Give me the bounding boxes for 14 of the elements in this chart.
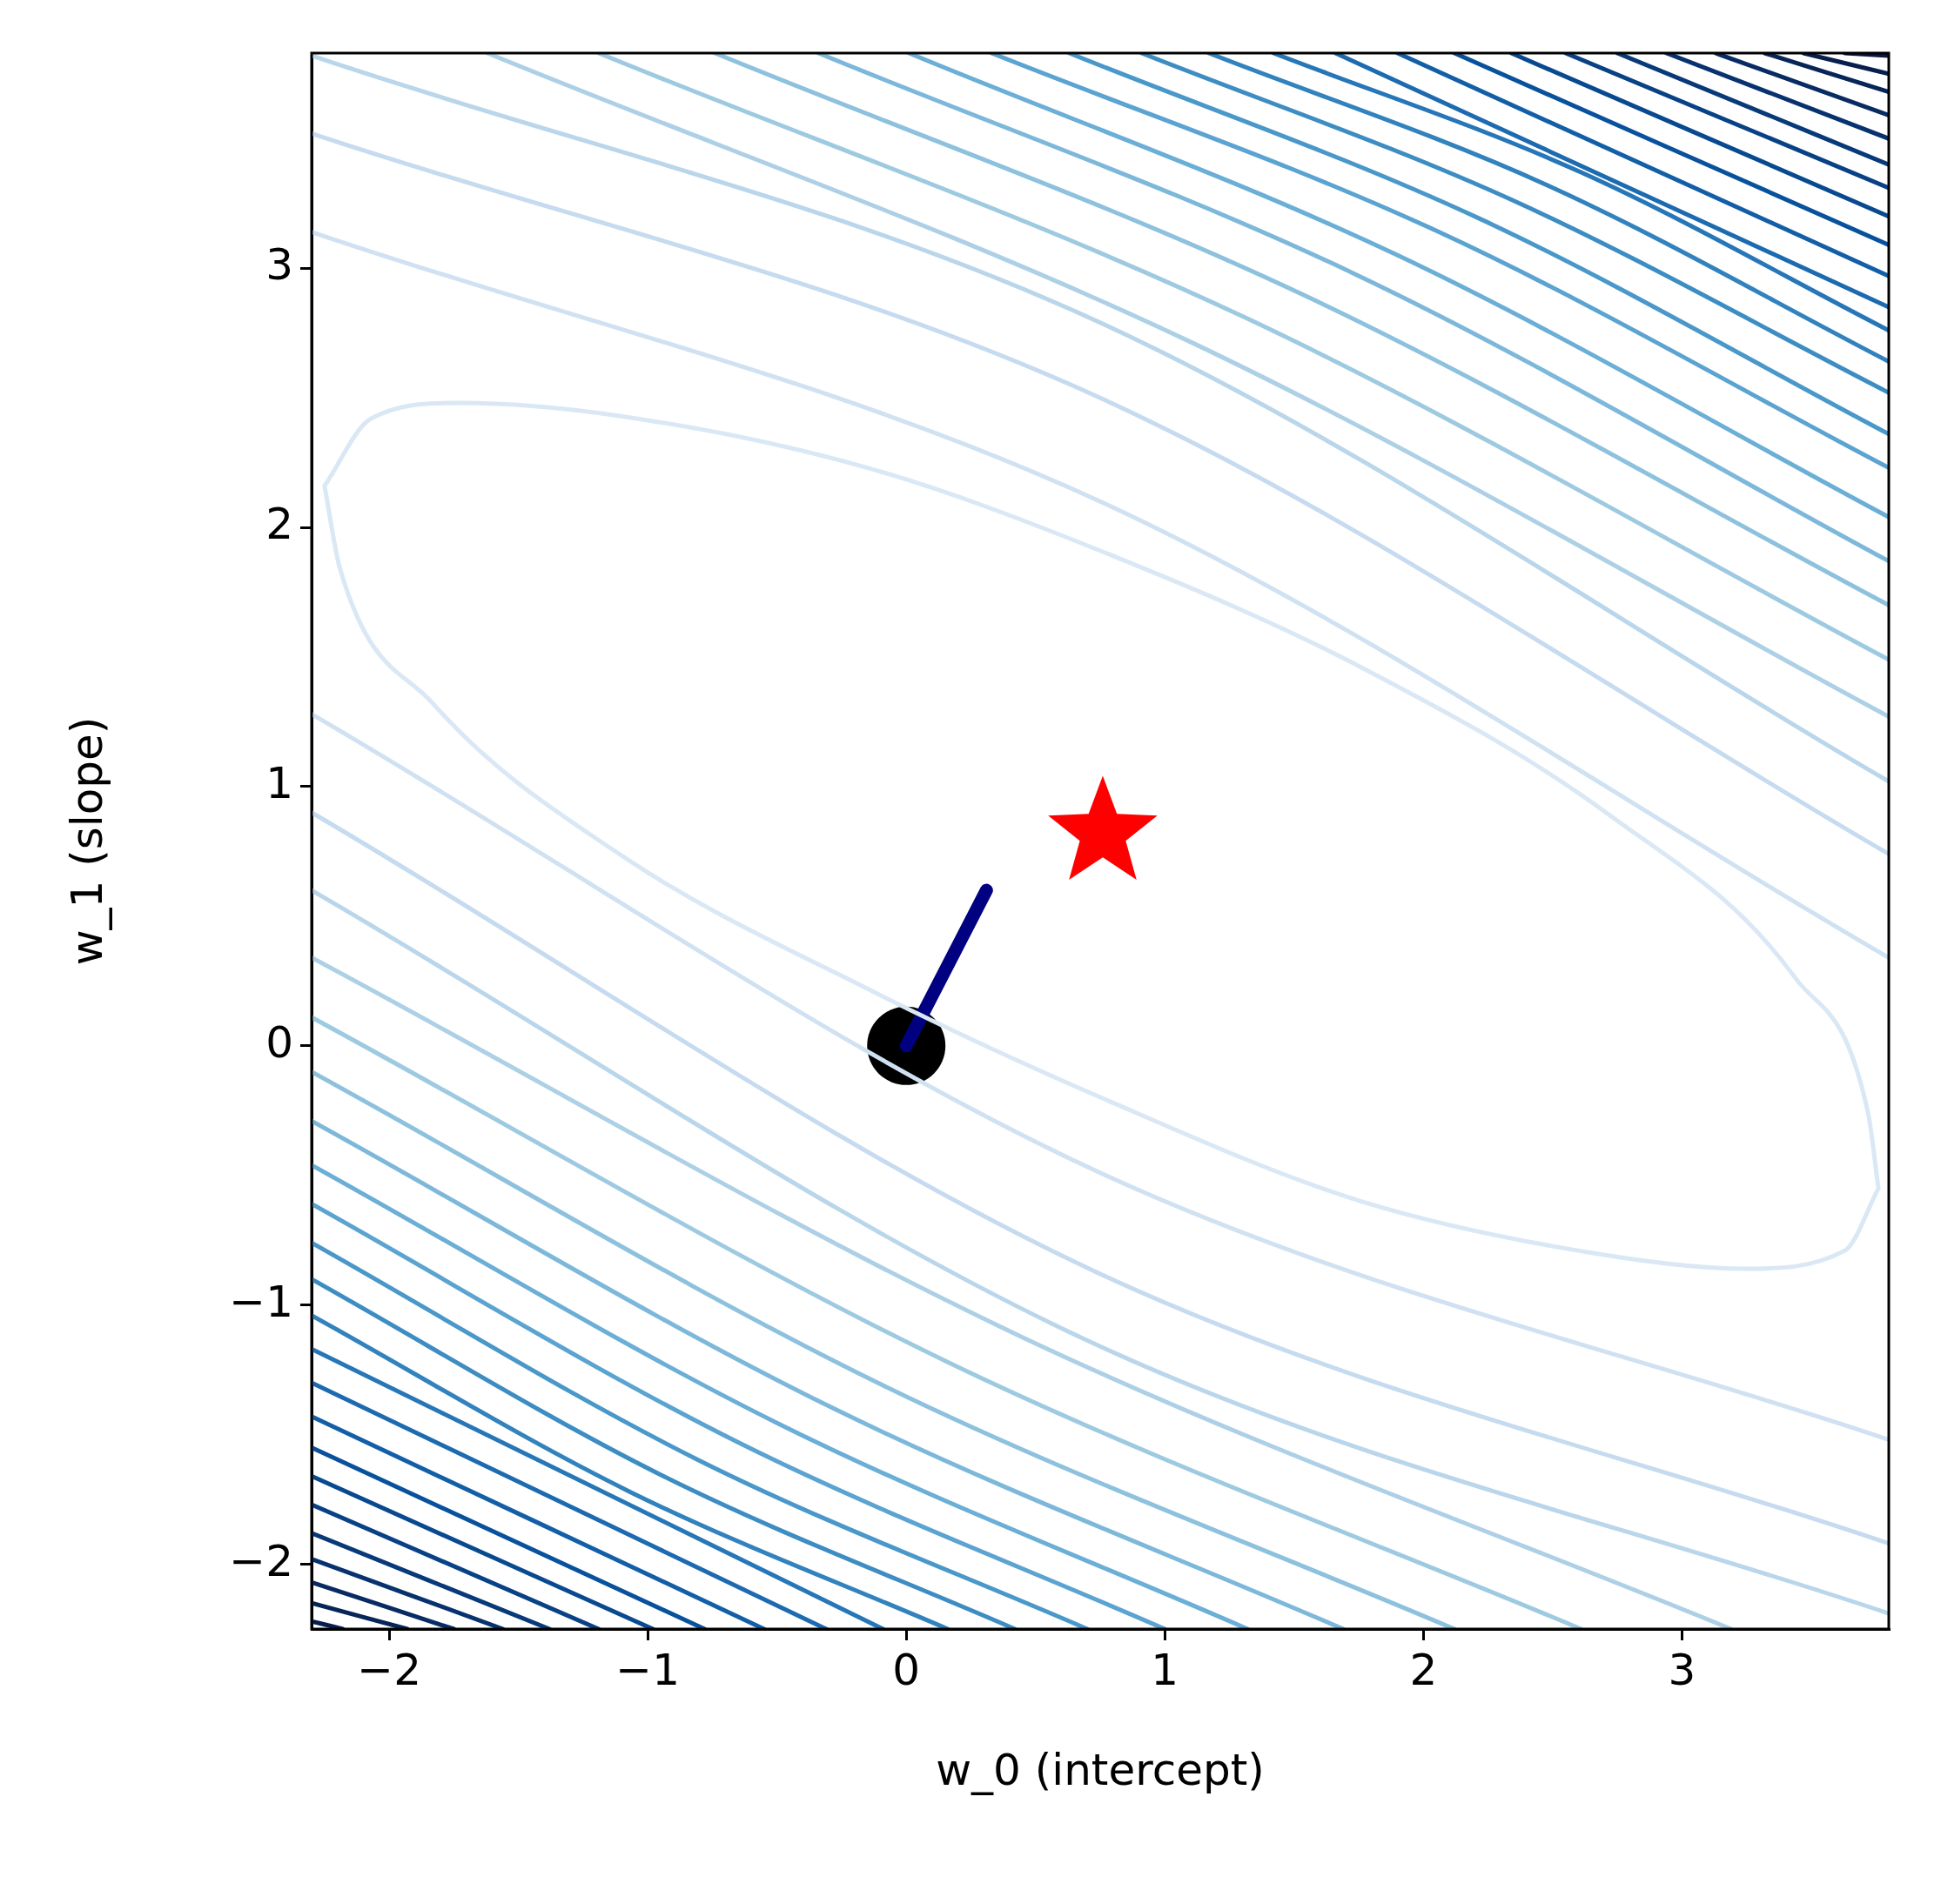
x-axis-title: w_0 (intercept) <box>936 1744 1265 1795</box>
y-tick-label: 2 <box>265 499 293 550</box>
x-tick-label: 3 <box>1668 1644 1696 1695</box>
y-tick-label: −2 <box>229 1535 293 1586</box>
x-tick-label: 1 <box>1151 1644 1179 1695</box>
x-tick-label: −2 <box>357 1644 421 1695</box>
x-tick-label: 2 <box>1409 1644 1438 1695</box>
y-tick-label: 1 <box>265 757 293 808</box>
y-tick-label: 3 <box>265 239 293 291</box>
y-axis-title: w_1 (slope) <box>61 716 112 966</box>
y-tick-label: −1 <box>229 1276 293 1327</box>
x-tick-label: −1 <box>615 1644 681 1695</box>
x-tick-label: 0 <box>892 1644 921 1695</box>
y-tick-label: 0 <box>265 1016 293 1068</box>
